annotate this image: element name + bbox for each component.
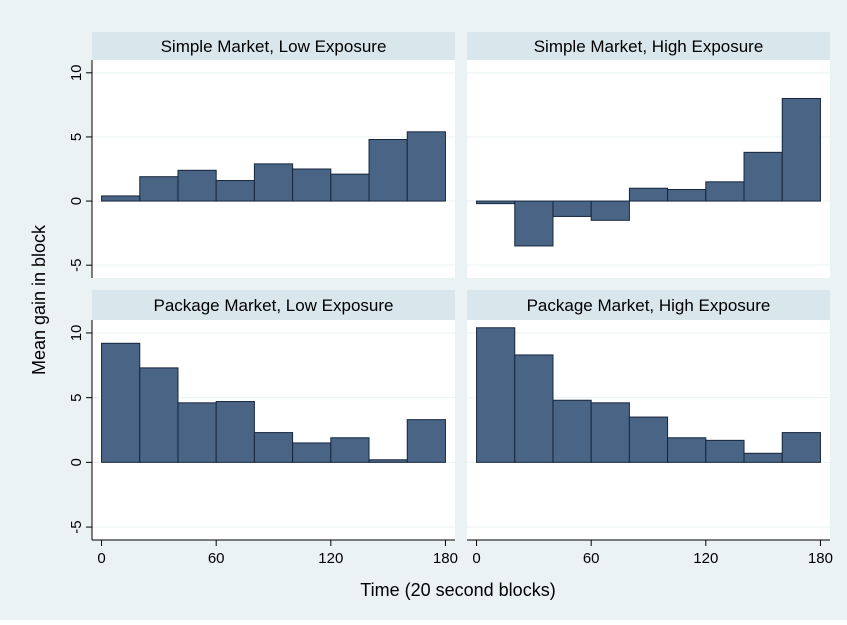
bar	[406, 419, 446, 463]
bar	[743, 151, 783, 202]
y-tick-label: 10	[68, 64, 85, 81]
bar	[139, 367, 179, 463]
bar	[368, 459, 408, 463]
bar	[743, 452, 783, 463]
x-tick-label: 0	[97, 550, 105, 567]
bar	[177, 169, 217, 202]
bar	[253, 432, 294, 463]
panel: Simple Market, Low Exposure -5 0 5 10	[68, 32, 455, 278]
x-axis-label: Time (20 second blocks)	[360, 580, 555, 600]
y-tick-label: -5	[68, 259, 85, 272]
bar	[101, 342, 141, 463]
bar	[292, 442, 332, 463]
y-tick-label: 5	[68, 393, 85, 401]
panel: Package Market, Low Exposure -5 0 5 10 0 60 120…	[68, 290, 458, 567]
bar	[476, 327, 516, 463]
bar	[514, 200, 554, 247]
panel-title: Package Market, Low Exposure	[153, 296, 393, 315]
bar	[368, 139, 408, 202]
bar	[139, 176, 179, 202]
panel-title: Simple Market, High Exposure	[534, 37, 764, 56]
y-tick-label: 10	[68, 325, 85, 342]
panel-strip	[467, 32, 830, 60]
panel-strip	[467, 290, 830, 320]
x-tick-label: 180	[433, 550, 458, 567]
bar	[292, 168, 332, 202]
bar	[215, 180, 255, 202]
x-tick-label: 0	[472, 550, 480, 567]
bar	[781, 97, 821, 202]
panel-title: Simple Market, Low Exposure	[161, 37, 387, 56]
panel-strip	[92, 32, 455, 60]
bar	[667, 437, 707, 463]
bar	[552, 200, 592, 217]
bar	[514, 354, 554, 463]
bar	[705, 181, 745, 202]
panel-strip	[92, 290, 455, 320]
bar	[330, 173, 370, 202]
bar	[552, 399, 592, 463]
panel: Simple Market, High Exposure	[467, 32, 830, 278]
panel-title: Package Market, High Exposure	[527, 296, 771, 315]
x-tick-label: 120	[693, 550, 718, 567]
y-tick-label: 0	[68, 197, 85, 205]
x-tick-label: 180	[808, 550, 833, 567]
bar	[101, 195, 141, 202]
bar	[781, 432, 821, 463]
x-tick-label: 120	[318, 550, 343, 567]
bar	[590, 402, 630, 463]
bar	[253, 163, 294, 202]
x-tick-label: 60	[208, 550, 225, 567]
bar	[590, 200, 630, 221]
bar	[406, 131, 446, 202]
bar	[476, 200, 516, 205]
bar	[628, 416, 669, 463]
bar	[667, 189, 707, 202]
y-tick-label: 0	[68, 458, 85, 466]
y-tick-label: -5	[68, 520, 85, 533]
bar	[705, 439, 745, 463]
bar	[177, 402, 217, 463]
panel: Package Market, High Exposure 0 60 120 180	[467, 290, 833, 567]
bar	[628, 187, 669, 202]
x-tick-label: 60	[583, 550, 600, 567]
y-axis-label: Mean gain in block	[29, 224, 49, 375]
bar	[215, 401, 255, 463]
bar	[330, 437, 370, 463]
panels-layer: Simple Market, Low Exposure-50510Simple …	[68, 32, 833, 567]
y-tick-label: 5	[68, 133, 85, 141]
